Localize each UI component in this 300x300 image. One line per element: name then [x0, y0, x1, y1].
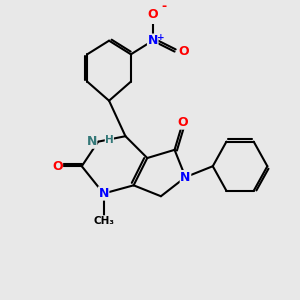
Text: +: + — [157, 33, 164, 42]
Text: O: O — [52, 160, 62, 173]
Text: CH₃: CH₃ — [93, 216, 114, 226]
Text: N: N — [98, 187, 109, 200]
Text: N: N — [86, 135, 97, 148]
Text: H: H — [105, 135, 114, 145]
Text: N: N — [180, 171, 191, 184]
Text: N: N — [148, 34, 158, 47]
Text: O: O — [177, 116, 188, 129]
Text: -: - — [162, 0, 167, 13]
Text: O: O — [179, 45, 189, 58]
Text: O: O — [147, 8, 158, 21]
